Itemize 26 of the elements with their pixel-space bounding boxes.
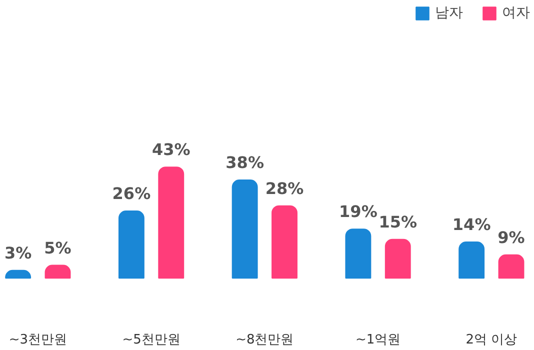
x-tick-label: ~8천만원 (236, 332, 294, 348)
bar (118, 210, 144, 279)
x-tick-label: ~5천만원 (122, 332, 180, 348)
bar (345, 228, 372, 279)
bar (44, 264, 71, 279)
data-label: 14% (452, 215, 491, 234)
x-tick-label: ~3천만원 (8, 332, 68, 348)
data-label: 43% (152, 140, 190, 160)
data-label: 15% (378, 212, 418, 232)
data-label: 5% (44, 238, 72, 258)
data-label: 28% (265, 178, 304, 198)
data-label: 26% (112, 184, 151, 204)
x-tick-label: 2억 이상 (466, 332, 518, 348)
bar (232, 180, 258, 279)
legend-label: 여자 (502, 4, 530, 22)
bar (272, 205, 298, 279)
bar (498, 254, 524, 279)
x-tick-label: ~1억원 (355, 332, 401, 348)
legend-label: 남자 (435, 4, 463, 22)
bar (458, 242, 485, 279)
bar (384, 238, 411, 279)
bar (158, 166, 184, 279)
data-label: 19% (339, 202, 378, 222)
data-label: 9% (498, 228, 525, 247)
data-label: 38% (226, 153, 264, 172)
data-label: 3% (4, 243, 32, 262)
